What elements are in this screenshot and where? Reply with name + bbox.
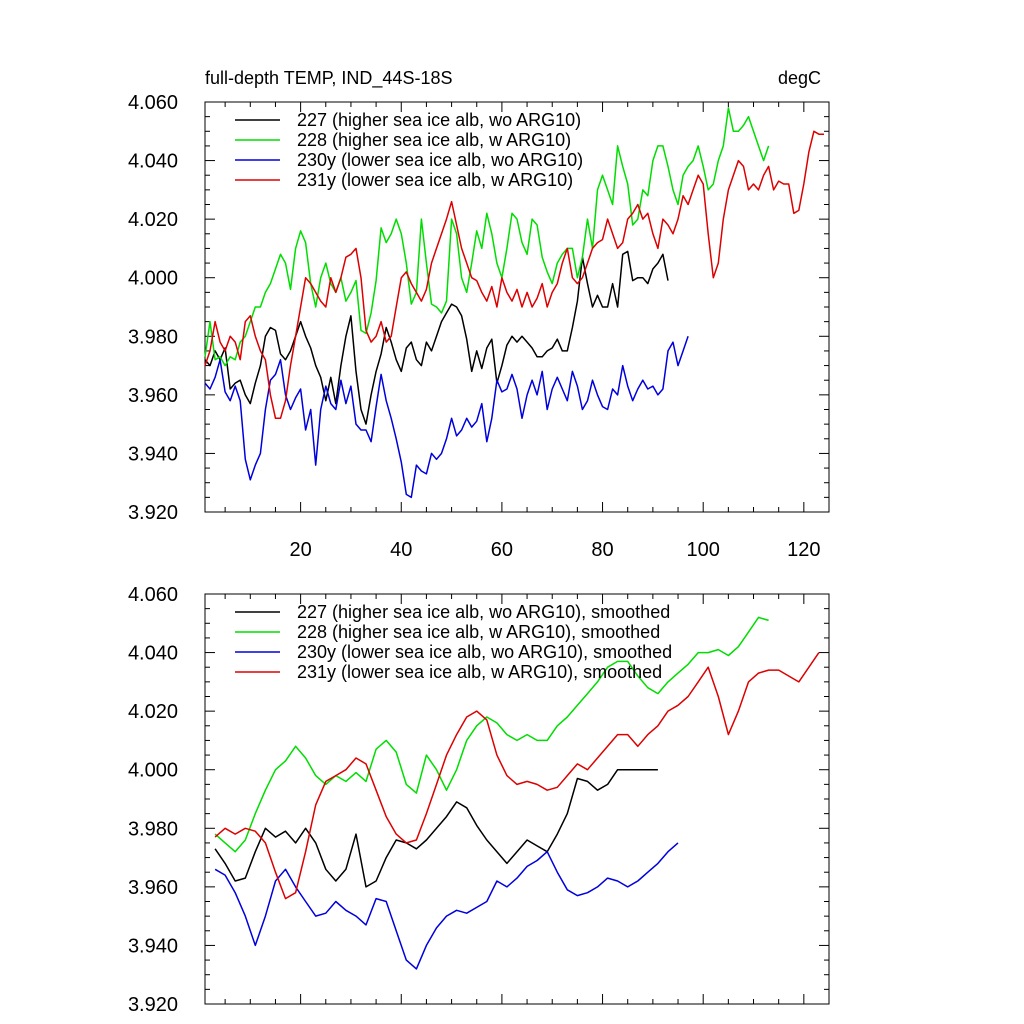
legend-entry: 227 (higher sea ice alb, wo ARG10) <box>297 110 581 130</box>
series-line-2 <box>214 616 769 853</box>
x-tick-label: 100 <box>687 539 720 561</box>
legend: 227 (higher sea ice alb, wo ARG10)228 (h… <box>235 110 583 190</box>
legend-entry: 228 (higher sea ice alb, w ARG10), smoot… <box>297 622 660 642</box>
y-tick-label: 4.060 <box>128 584 178 606</box>
legend-entry: 231y (lower sea ice alb, w ARG10) <box>297 170 573 190</box>
chart-panel-1: 3.920 3.940 3.960 3.980 4.000 4.020 4.040 4.060… <box>128 68 830 561</box>
y-tick-label: 3.980 <box>128 326 178 348</box>
series-line-3 <box>214 842 679 970</box>
series-line-4 <box>214 652 820 900</box>
y-tick-label: 3.920 <box>128 994 178 1016</box>
chart-panel-2: 3.920 3.940 3.960 3.980 4.000 4.020 4.040 4.060… <box>128 584 830 1016</box>
y-tick-label: 3.940 <box>128 935 178 957</box>
y-tick-label: 3.960 <box>128 877 178 899</box>
x-tick-label: 80 <box>591 539 613 561</box>
series-line-3 <box>204 336 689 499</box>
units-label: degC <box>778 68 821 88</box>
y-tick-label: 4.040 <box>128 643 178 665</box>
legend-entry: 231y (lower sea ice alb, w ARG10), smoot… <box>297 662 662 682</box>
series-line-1 <box>204 250 669 425</box>
y-tick-label: 4.020 <box>128 209 178 231</box>
series-line-1 <box>214 768 658 888</box>
x-tick-label: 120 <box>787 539 820 561</box>
x-tick-label: 40 <box>390 539 412 561</box>
chart-title: full-depth TEMP, IND_44S-18S <box>205 68 452 89</box>
y-tick-label: 4.000 <box>128 760 178 782</box>
x-tick-label: 20 <box>289 539 311 561</box>
legend-entry: 227 (higher sea ice alb, wo ARG10), smoo… <box>297 602 670 622</box>
y-tick-label: 3.940 <box>128 443 178 465</box>
legend-entry: 228 (higher sea ice alb, w ARG10) <box>297 130 571 150</box>
y-tick-label: 3.920 <box>128 502 178 524</box>
y-tick-label: 4.020 <box>128 701 178 723</box>
legend: 227 (higher sea ice alb, wo ARG10), smoo… <box>235 602 672 682</box>
y-tick-label: 3.960 <box>128 385 178 407</box>
series-line-2 <box>204 107 770 367</box>
legend-entry: 230y (lower sea ice alb, wo ARG10), smoo… <box>297 642 672 662</box>
y-tick-label: 3.980 <box>128 818 178 840</box>
y-tick-label: 4.000 <box>128 268 178 290</box>
legend-entry: 230y (lower sea ice alb, wo ARG10) <box>297 150 583 170</box>
y-tick-label: 4.060 <box>128 92 178 114</box>
series-line-4 <box>204 130 824 420</box>
x-tick-label: 60 <box>491 539 513 561</box>
y-tick-label: 4.040 <box>128 151 178 173</box>
